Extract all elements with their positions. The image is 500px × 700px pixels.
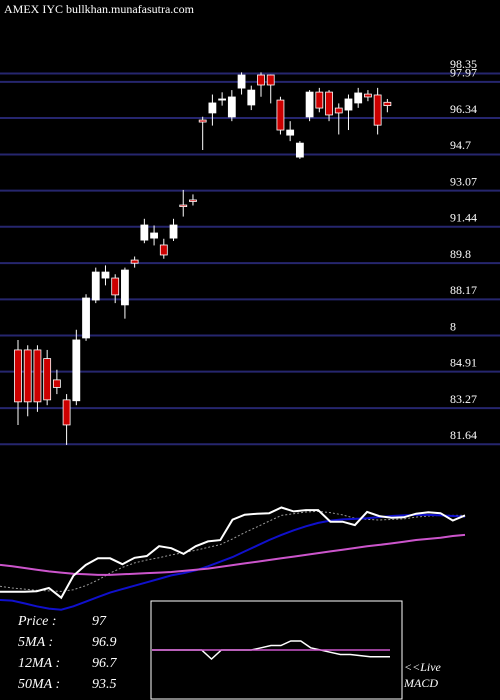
candle-body xyxy=(150,232,158,239)
candle-body xyxy=(179,204,188,207)
y-tick-label: 96.34 xyxy=(450,102,477,116)
candle-body xyxy=(354,92,363,104)
legend-label: 5MA : xyxy=(18,635,53,650)
candle-body xyxy=(364,93,372,98)
candle-body xyxy=(266,74,275,86)
ma-line xyxy=(0,510,465,592)
candle-body xyxy=(23,349,32,403)
legend-label: Price : xyxy=(17,614,56,629)
candle-body xyxy=(140,224,149,241)
candle-body xyxy=(111,277,120,296)
candle-body xyxy=(62,399,71,426)
macd-frame xyxy=(150,600,403,700)
candle-body xyxy=(159,244,168,256)
candle-body xyxy=(43,358,52,401)
y-tick-label: 88.17 xyxy=(450,283,477,297)
candle-body xyxy=(247,89,256,106)
y-tick-label: 89.8 xyxy=(450,247,471,261)
candle-body xyxy=(286,129,295,136)
macd-label: MACD xyxy=(403,676,438,690)
candle-body xyxy=(218,98,227,101)
macd-label: <<Live xyxy=(404,660,442,674)
y-tick-label: 81.64 xyxy=(450,428,477,442)
candle-body xyxy=(72,339,81,402)
candle-body xyxy=(257,74,265,86)
candle-body xyxy=(169,224,178,239)
candle-body xyxy=(14,349,22,403)
legend-label: 50MA : xyxy=(18,677,60,692)
legend-value: 96.9 xyxy=(92,635,117,650)
candle-body xyxy=(276,99,285,131)
candle-body xyxy=(383,101,392,107)
candle-body xyxy=(295,142,304,158)
candle-body xyxy=(237,74,246,89)
candle-body xyxy=(52,379,61,388)
candle-body xyxy=(198,119,207,123)
candle-body xyxy=(208,102,217,114)
candle-body xyxy=(121,269,129,306)
candle-body xyxy=(33,349,42,403)
y-tick-label: 93.07 xyxy=(450,174,477,188)
legend-value: 96.7 xyxy=(92,656,118,671)
chart-title: AMEX IYC bullkhan.munafasutra.com xyxy=(4,2,195,16)
candle-body xyxy=(82,297,90,339)
y-tick-label: 8 xyxy=(450,319,456,333)
candle-body xyxy=(130,259,139,264)
candle-body xyxy=(325,91,333,116)
y-tick-label: 83.27 xyxy=(450,392,477,406)
candle-body xyxy=(305,91,314,118)
candle-body xyxy=(101,271,110,279)
legend-value: 97 xyxy=(92,614,107,629)
candle-body xyxy=(344,98,353,111)
candle-body xyxy=(189,199,197,202)
candle-body xyxy=(334,107,343,114)
ma-line xyxy=(0,506,466,600)
y-tick-label: 98.35 xyxy=(450,57,477,71)
ma-line xyxy=(0,533,466,576)
legend: Price : 97 5MA : 96.9 12MA : 96.7 50MA : 93.5 xyxy=(17,614,118,692)
legend-value: 93.5 xyxy=(92,677,117,692)
y-tick-label: 84.91 xyxy=(450,355,477,369)
y-tick-label: 91.44 xyxy=(450,211,477,225)
candle-body xyxy=(91,271,100,301)
candle-body xyxy=(315,91,324,109)
candle-body xyxy=(373,94,382,126)
y-tick-label: 97.97 xyxy=(450,66,477,80)
ma-line xyxy=(0,513,466,611)
y-tick-label: 94.7 xyxy=(450,138,471,152)
candle-body xyxy=(227,96,236,118)
legend-label: 12MA : xyxy=(18,656,60,671)
